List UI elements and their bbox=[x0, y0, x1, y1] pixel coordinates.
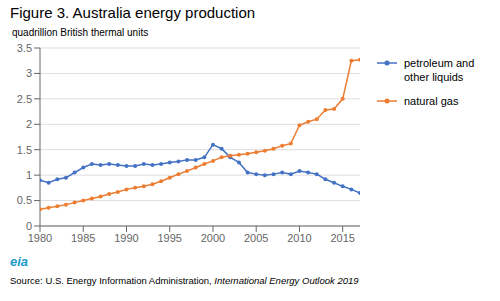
svg-text:3: 3 bbox=[26, 67, 32, 79]
html-text:Figure 3. Australia energy pro: Figure 3. Australia energy production bbox=[10, 4, 256, 21]
svg-text:1985: 1985 bbox=[71, 232, 95, 244]
html-text:Source: U.S. Energy Informatio: Source: U.S. Energy Information Administ… bbox=[10, 275, 359, 286]
svg-text:3.5: 3.5 bbox=[17, 42, 32, 54]
svg-text:2010: 2010 bbox=[287, 232, 311, 244]
html-text:natural gas: natural gas bbox=[404, 95, 459, 107]
svg-text:2.5: 2.5 bbox=[17, 93, 32, 105]
svg-text:2: 2 bbox=[26, 118, 32, 130]
html-text:other liquids: other liquids bbox=[404, 71, 464, 83]
html-text:eia: eia bbox=[10, 254, 29, 269]
html-text:quadrillion British thermal un: quadrillion British thermal units bbox=[12, 27, 149, 38]
svg-text:1995: 1995 bbox=[157, 232, 181, 244]
svg-text:0: 0 bbox=[26, 220, 32, 232]
svg-text:1.5: 1.5 bbox=[17, 144, 32, 156]
svg-text:2015: 2015 bbox=[330, 232, 354, 244]
svg-text:0.5: 0.5 bbox=[17, 194, 32, 206]
svg-text:2000: 2000 bbox=[201, 232, 225, 244]
html-text:petroleum and: petroleum and bbox=[404, 57, 475, 69]
svg-text:1: 1 bbox=[26, 169, 32, 181]
svg-text:1990: 1990 bbox=[114, 232, 138, 244]
svg-text:2005: 2005 bbox=[244, 232, 268, 244]
svg-text:1980: 1980 bbox=[28, 232, 52, 244]
